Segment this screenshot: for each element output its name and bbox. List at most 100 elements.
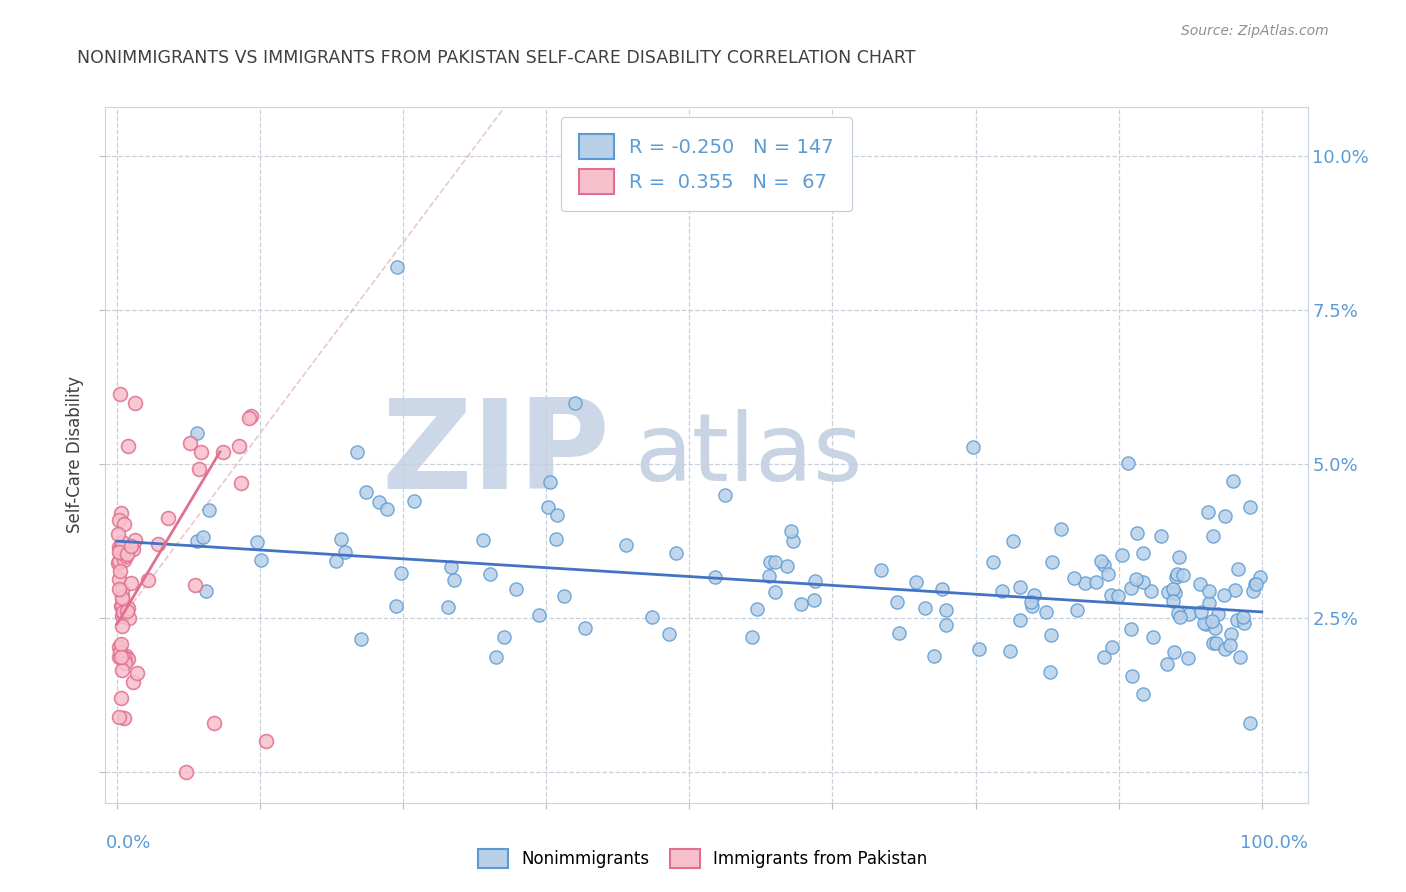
Point bbox=[1119, 622, 1142, 636]
Point bbox=[111, 619, 134, 633]
Point bbox=[745, 602, 768, 616]
Point bbox=[546, 508, 568, 522]
Point bbox=[110, 599, 132, 613]
Point bbox=[1021, 595, 1043, 609]
Point bbox=[111, 598, 134, 612]
Point bbox=[108, 513, 131, 527]
Point bbox=[1142, 631, 1164, 645]
Point bbox=[440, 559, 463, 574]
Point bbox=[349, 632, 371, 647]
Point bbox=[886, 595, 908, 609]
Point bbox=[121, 541, 143, 556]
Point bbox=[714, 487, 737, 501]
Point bbox=[1139, 583, 1161, 598]
Point bbox=[107, 557, 129, 571]
Point bbox=[110, 591, 132, 606]
Point bbox=[758, 568, 780, 582]
Point bbox=[1166, 566, 1188, 581]
Point bbox=[174, 764, 197, 779]
Point bbox=[194, 584, 217, 599]
Point bbox=[804, 574, 827, 589]
Point bbox=[759, 555, 782, 569]
Point bbox=[1226, 562, 1249, 576]
Point bbox=[1021, 599, 1043, 614]
Point bbox=[1101, 640, 1123, 654]
Point bbox=[117, 547, 139, 561]
Point bbox=[1201, 614, 1223, 628]
Point bbox=[1219, 638, 1241, 652]
Point bbox=[1195, 617, 1218, 632]
Point bbox=[1171, 568, 1194, 582]
Point bbox=[443, 574, 465, 588]
Point bbox=[564, 395, 586, 409]
Point bbox=[110, 541, 132, 556]
Point bbox=[325, 554, 347, 568]
Point bbox=[484, 650, 506, 665]
Point bbox=[1157, 585, 1180, 599]
Point bbox=[117, 600, 139, 615]
Point bbox=[1239, 715, 1261, 730]
Point bbox=[108, 709, 131, 723]
Point bbox=[146, 537, 169, 551]
Point bbox=[1197, 505, 1219, 519]
Point bbox=[120, 576, 142, 591]
Point bbox=[776, 559, 799, 574]
Point bbox=[179, 436, 201, 450]
Point bbox=[387, 260, 409, 274]
Point bbox=[117, 651, 139, 665]
Point bbox=[120, 539, 142, 553]
Point bbox=[935, 603, 957, 617]
Point bbox=[803, 593, 825, 607]
Point bbox=[763, 555, 786, 569]
Point bbox=[492, 630, 515, 644]
Point bbox=[1163, 594, 1185, 608]
Point bbox=[658, 627, 681, 641]
Point bbox=[110, 637, 132, 651]
Point bbox=[110, 506, 132, 520]
Point bbox=[967, 641, 990, 656]
Point bbox=[368, 495, 391, 509]
Point bbox=[114, 553, 136, 567]
Point bbox=[375, 501, 398, 516]
Point bbox=[1092, 558, 1115, 572]
Point bbox=[1164, 569, 1187, 583]
Point bbox=[193, 530, 215, 544]
Point bbox=[922, 649, 945, 664]
Point bbox=[112, 651, 135, 665]
Point bbox=[112, 711, 135, 725]
Point bbox=[478, 566, 501, 581]
Point bbox=[254, 734, 277, 748]
Point bbox=[1244, 576, 1267, 591]
Point bbox=[1225, 582, 1247, 597]
Point bbox=[935, 617, 957, 632]
Point bbox=[125, 665, 148, 680]
Point bbox=[111, 608, 134, 623]
Point bbox=[112, 605, 135, 619]
Point bbox=[553, 590, 575, 604]
Point bbox=[186, 426, 208, 441]
Point bbox=[354, 485, 377, 500]
Point bbox=[330, 533, 353, 547]
Point bbox=[108, 650, 131, 665]
Text: 0.0%: 0.0% bbox=[105, 834, 150, 852]
Point bbox=[1220, 626, 1243, 640]
Point bbox=[249, 553, 271, 567]
Point bbox=[1232, 609, 1254, 624]
Text: ZIP: ZIP bbox=[381, 394, 610, 516]
Point bbox=[780, 524, 803, 538]
Point bbox=[1132, 687, 1154, 701]
Point bbox=[114, 549, 136, 563]
Point bbox=[108, 554, 131, 568]
Point bbox=[228, 439, 250, 453]
Point bbox=[931, 582, 953, 597]
Point bbox=[536, 500, 558, 514]
Point bbox=[115, 648, 138, 663]
Point bbox=[108, 544, 131, 558]
Point bbox=[197, 502, 219, 516]
Point bbox=[1213, 508, 1236, 523]
Point bbox=[124, 395, 146, 409]
Point bbox=[108, 645, 131, 659]
Point bbox=[614, 538, 637, 552]
Point bbox=[1156, 657, 1178, 671]
Point bbox=[346, 445, 368, 459]
